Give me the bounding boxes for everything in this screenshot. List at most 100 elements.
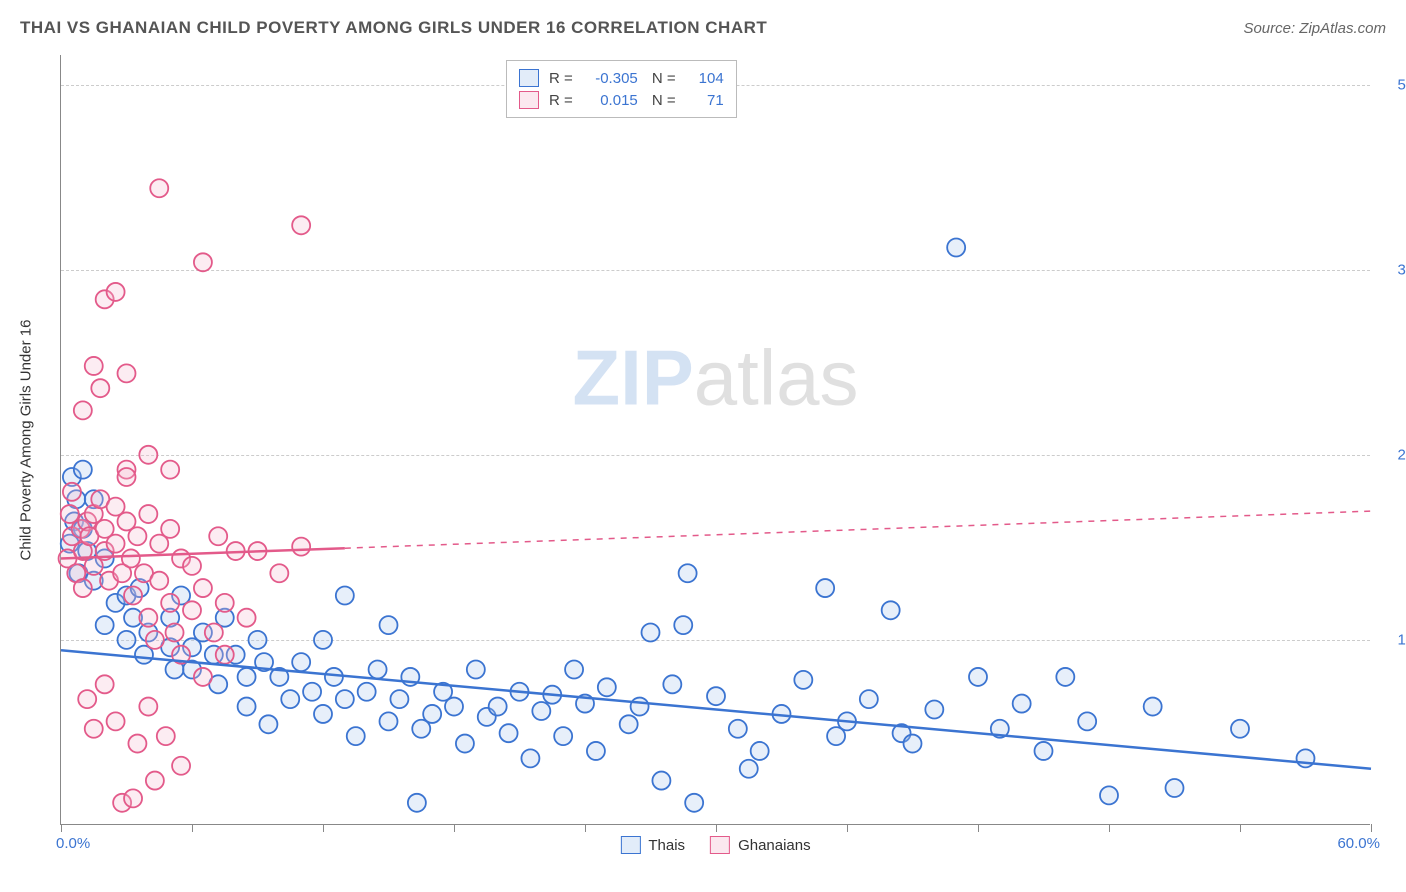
scatter-point-ghanaians xyxy=(292,216,310,234)
scatter-point-ghanaians xyxy=(270,564,288,582)
x-tick xyxy=(585,824,586,832)
scatter-point-ghanaians xyxy=(209,527,227,545)
stats-row-ghanaians: R = 0.015 N = 71 xyxy=(519,89,724,111)
n-label: N = xyxy=(648,92,676,109)
x-tick xyxy=(978,824,979,832)
scatter-point-thais xyxy=(751,742,769,760)
n-value-ghanaians: 71 xyxy=(686,92,724,109)
scatter-point-thais xyxy=(925,701,943,719)
scatter-point-thais xyxy=(1056,668,1074,686)
scatter-point-thais xyxy=(408,794,426,812)
scatter-point-thais xyxy=(532,702,550,720)
scatter-point-ghanaians xyxy=(78,690,96,708)
scatter-point-thais xyxy=(904,735,922,753)
scatter-point-thais xyxy=(259,715,277,733)
scatter-point-thais xyxy=(642,624,660,642)
scatter-point-thais xyxy=(794,671,812,689)
scatter-point-ghanaians xyxy=(128,735,146,753)
scatter-point-ghanaians xyxy=(74,579,92,597)
scatter-point-thais xyxy=(1297,749,1315,767)
scatter-point-thais xyxy=(369,661,387,679)
y-tick-label: 12.5% xyxy=(1380,631,1406,648)
chart-plot-area: ZIPatlas 12.5%25.0%37.5%50.0% Child Pove… xyxy=(60,55,1370,825)
series-legend-item-thais: Thais xyxy=(620,836,685,854)
scatter-point-ghanaians xyxy=(183,557,201,575)
series-label-thais: Thais xyxy=(648,837,685,854)
scatter-point-ghanaians xyxy=(172,757,190,775)
x-tick xyxy=(323,824,324,832)
scatter-point-thais xyxy=(663,675,681,693)
scatter-point-thais xyxy=(631,698,649,716)
scatter-point-ghanaians xyxy=(161,461,179,479)
source-attribution: Source: ZipAtlas.com xyxy=(1243,20,1386,37)
scatter-point-ghanaians xyxy=(194,579,212,597)
series-swatch-thais xyxy=(620,836,640,854)
scatter-point-ghanaians xyxy=(85,357,103,375)
x-tick xyxy=(716,824,717,832)
scatter-point-thais xyxy=(336,690,354,708)
chart-title: THAI VS GHANAIAN CHILD POVERTY AMONG GIR… xyxy=(20,18,767,38)
scatter-point-ghanaians xyxy=(194,668,212,686)
scatter-point-thais xyxy=(456,735,474,753)
scatter-point-thais xyxy=(303,683,321,701)
r-value-thais: -0.305 xyxy=(583,70,638,87)
scatter-point-ghanaians xyxy=(124,789,142,807)
scatter-point-thais xyxy=(707,687,725,705)
x-tick xyxy=(1109,824,1110,832)
n-label: N = xyxy=(648,70,676,87)
scatter-point-ghanaians xyxy=(157,727,175,745)
scatter-point-ghanaians xyxy=(194,253,212,271)
x-tick xyxy=(454,824,455,832)
scatter-point-thais xyxy=(740,760,758,778)
series-label-ghanaians: Ghanaians xyxy=(738,837,811,854)
scatter-point-ghanaians xyxy=(216,646,234,664)
x-tick xyxy=(1371,824,1372,832)
scatter-point-ghanaians xyxy=(74,401,92,419)
x-tick xyxy=(192,824,193,832)
scatter-point-ghanaians xyxy=(85,720,103,738)
legend-swatch-ghanaians xyxy=(519,91,539,109)
scatter-point-thais xyxy=(565,661,583,679)
scatter-point-thais xyxy=(679,564,697,582)
scatter-point-thais xyxy=(489,698,507,716)
trend-line-dashed-ghanaians xyxy=(345,511,1371,548)
y-tick-label: 25.0% xyxy=(1380,446,1406,463)
x-axis-min-label: 0.0% xyxy=(56,835,90,852)
scatter-point-thais xyxy=(380,616,398,634)
scatter-point-ghanaians xyxy=(107,535,125,553)
scatter-point-ghanaians xyxy=(124,586,142,604)
series-swatch-ghanaians xyxy=(710,836,730,854)
scatter-point-thais xyxy=(445,698,463,716)
stats-row-thais: R =-0.305 N =104 xyxy=(519,67,724,89)
scatter-point-thais xyxy=(423,705,441,723)
scatter-point-ghanaians xyxy=(128,527,146,545)
stats-legend-box: R =-0.305 N =104R =0.015 N =71 xyxy=(506,60,737,118)
scatter-point-thais xyxy=(860,690,878,708)
r-value-ghanaians: 0.015 xyxy=(583,92,638,109)
scatter-point-thais xyxy=(1100,786,1118,804)
scatter-point-thais xyxy=(620,715,638,733)
scatter-point-ghanaians xyxy=(107,712,125,730)
r-label: R = xyxy=(549,92,573,109)
scatter-point-ghanaians xyxy=(63,483,81,501)
scatter-point-thais xyxy=(1231,720,1249,738)
scatter-point-thais xyxy=(390,690,408,708)
series-legend: Thais Ghanaians xyxy=(620,836,810,854)
scatter-point-ghanaians xyxy=(139,505,157,523)
x-tick xyxy=(1240,824,1241,832)
y-tick-label: 37.5% xyxy=(1380,261,1406,278)
scatter-point-ghanaians xyxy=(122,549,140,567)
scatter-point-thais xyxy=(238,698,256,716)
scatter-point-thais xyxy=(1078,712,1096,730)
scatter-point-thais xyxy=(325,668,343,686)
r-label: R = xyxy=(549,70,573,87)
scatter-point-thais xyxy=(238,668,256,686)
legend-swatch-thais xyxy=(519,69,539,87)
scatter-point-ghanaians xyxy=(161,594,179,612)
scatter-point-ghanaians xyxy=(150,179,168,197)
scatter-point-thais xyxy=(380,712,398,730)
scatter-point-thais xyxy=(521,749,539,767)
scatter-point-ghanaians xyxy=(216,594,234,612)
scatter-point-thais xyxy=(118,631,136,649)
scatter-point-ghanaians xyxy=(118,468,136,486)
